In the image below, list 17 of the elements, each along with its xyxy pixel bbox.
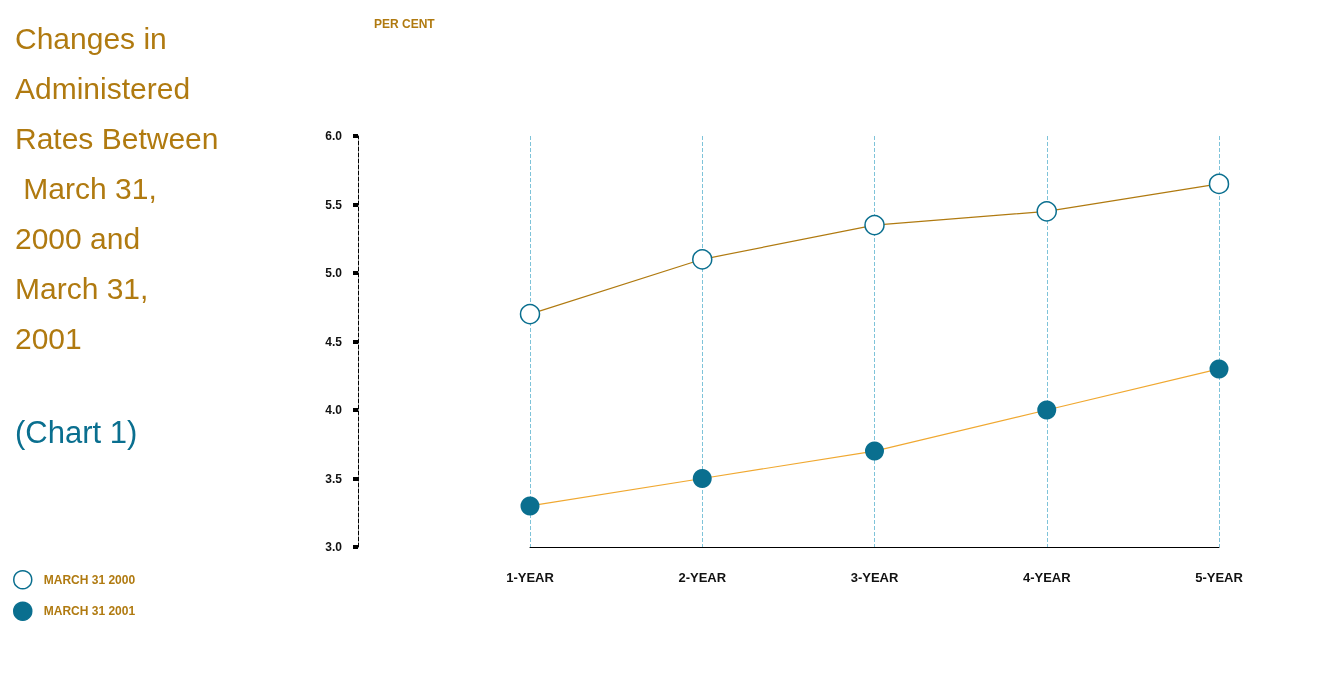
y-tick-label: 3.5 bbox=[325, 471, 343, 486]
text: PER CENT bbox=[374, 17, 436, 31]
x-tick-label: 4-YEAR bbox=[1022, 570, 1072, 585]
x-tick-label: 5-YEAR bbox=[1195, 570, 1244, 585]
text: Changes in Administered Rates Between March 31, 2000 and March 31, 2001 bbox=[15, 21, 219, 355]
y-tick-label: 3.0 bbox=[325, 540, 343, 554]
y-tick-label: 5.5 bbox=[325, 197, 343, 212]
x-tick-label: 1-YEAR bbox=[506, 570, 555, 585]
y-tick-label: 5.0 bbox=[325, 266, 343, 280]
text: (Chart 1) bbox=[15, 415, 138, 450]
legend-label: MARCH 31 2000 bbox=[43, 572, 136, 587]
y-tick-label: 6.0 bbox=[325, 129, 343, 143]
x-tick-label: 3-YEAR bbox=[850, 570, 899, 585]
y-tick-label: 4.0 bbox=[325, 403, 343, 417]
legend-label: MARCH 31 2001 bbox=[43, 604, 136, 619]
y-tick-label: 4.5 bbox=[325, 334, 343, 349]
x-tick-label: 2-YEAR bbox=[678, 570, 727, 585]
